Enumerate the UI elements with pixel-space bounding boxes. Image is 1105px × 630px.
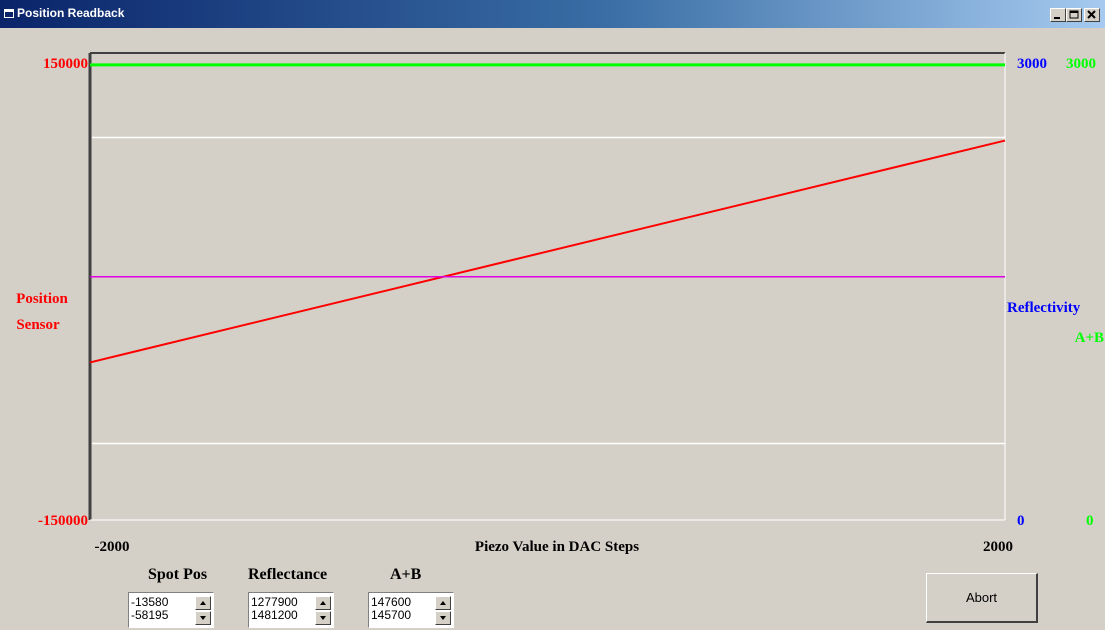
reflectivity-tick-top: 3000: [1017, 56, 1047, 72]
title-bar: Position Readback: [0, 0, 1105, 28]
ab-value-1: 147600: [371, 595, 412, 609]
plot-area: [90, 53, 1005, 520]
x-axis-label: Piezo Value in DAC Steps: [475, 539, 639, 555]
x-tick-left: -2000: [95, 539, 130, 555]
ab-tick-bottom: 0: [1086, 513, 1094, 529]
reflectance-value-1: 1277900: [251, 595, 298, 609]
spot-pos-value-1: -13580: [131, 595, 169, 609]
close-icon: [1087, 10, 1096, 19]
ab-value-2: 145700: [371, 608, 412, 622]
window-title: Position Readback: [17, 6, 125, 20]
reflectivity-axis-label: Reflectivity: [1007, 300, 1081, 316]
left-axis-label-line2: Sensor: [16, 317, 60, 333]
left-tick-top: 150000: [43, 56, 88, 72]
ab-down-button[interactable]: [435, 611, 451, 625]
ab-label: A+B: [390, 566, 422, 583]
reflectivity-tick-bottom: 0: [1017, 513, 1025, 529]
ab-axis-label: A+B: [1075, 330, 1104, 346]
spot-pos-value-2: -58195: [131, 608, 169, 622]
reflectance-spinner[interactable]: 1277900 1481200: [248, 592, 334, 628]
left-tick-bottom: -150000: [38, 513, 88, 529]
reflectance-value-2: 1481200: [251, 608, 298, 622]
spot-pos-spinner[interactable]: -13580 -58195: [128, 592, 214, 628]
series-line-position-sensor: [89, 139, 1006, 364]
minimize-icon: [1054, 17, 1060, 19]
abort-button[interactable]: Abort: [926, 573, 1038, 623]
ab-up-button[interactable]: [435, 596, 451, 610]
maximize-icon: [1069, 10, 1079, 19]
position-chart: 150000 -150000 Position Sensor 3000 3000…: [16, 52, 1104, 555]
spot-pos-label: Spot Pos: [148, 566, 208, 583]
reflectance-label: Reflectance: [248, 566, 328, 583]
spot-pos-up-button[interactable]: [195, 596, 211, 610]
reflectance-up-button[interactable]: [315, 596, 331, 610]
close-button[interactable]: [1084, 8, 1100, 22]
x-tick-right: 2000: [983, 539, 1013, 555]
spot-pos-down-button[interactable]: [195, 611, 211, 625]
reflectance-down-button[interactable]: [315, 611, 331, 625]
ab-spinner[interactable]: 147600 145700: [368, 592, 454, 628]
minimize-button[interactable]: [1050, 8, 1066, 22]
app-icon: [4, 9, 14, 18]
maximize-button[interactable]: [1066, 8, 1082, 22]
ab-tick-top: 3000: [1066, 56, 1096, 72]
left-axis-label-line1: Position: [16, 291, 68, 307]
